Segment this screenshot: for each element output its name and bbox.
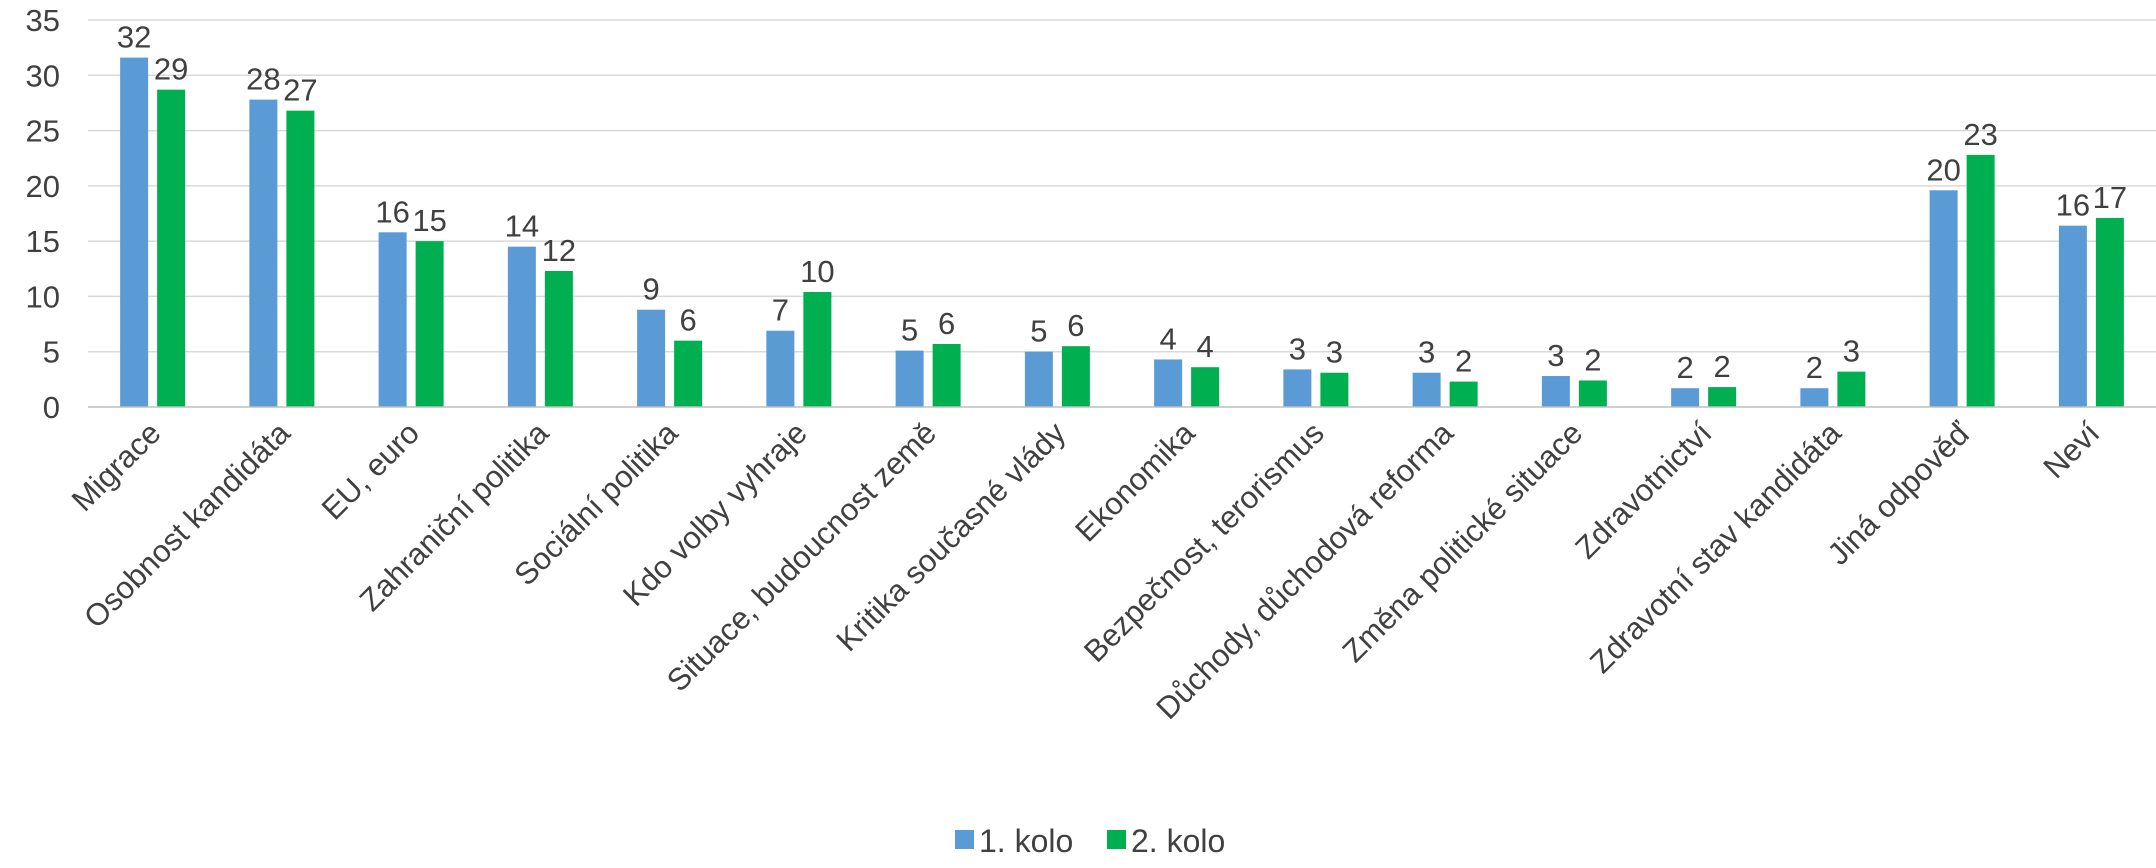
data-label: 2 (1455, 344, 1472, 379)
data-label: 32 (117, 20, 151, 55)
data-label: 9 (643, 272, 660, 307)
bar (1671, 388, 1700, 407)
bar (895, 350, 924, 407)
category-label: Kritika současné vlády (829, 415, 1072, 658)
category-label: Změna politické situace (1336, 415, 1590, 669)
data-label: 3 (1326, 335, 1343, 370)
y-tick-label: 30 (26, 58, 60, 93)
data-label: 27 (283, 73, 317, 108)
bar (2095, 217, 2124, 407)
bar (1837, 371, 1866, 407)
bar (803, 292, 832, 407)
bar (637, 309, 666, 407)
data-label: 29 (154, 52, 188, 87)
y-tick-label: 15 (26, 224, 60, 259)
bar (249, 99, 278, 408)
bar (1191, 367, 1220, 407)
bar (1154, 359, 1183, 407)
bar (378, 232, 407, 407)
data-label: 5 (1030, 314, 1047, 349)
data-label: 20 (1926, 152, 1960, 187)
bar (1578, 380, 1607, 407)
data-label: 2 (1677, 350, 1694, 385)
bar (415, 241, 444, 407)
category-label: Situace, budoucnost země (660, 415, 943, 698)
data-label: 6 (680, 303, 697, 338)
y-tick-label: 0 (43, 390, 60, 425)
y-tick-label: 35 (26, 3, 60, 38)
y-axis-ticks: 0 5 10 15 20 25 30 35 (26, 3, 60, 425)
data-label: 4 (1197, 329, 1214, 364)
data-label: 23 (1963, 117, 1997, 152)
bar (1541, 376, 1570, 407)
category-label: Neví (2036, 415, 2106, 485)
bar (1061, 346, 1090, 407)
bar (157, 89, 186, 407)
data-label: 4 (1160, 321, 1177, 356)
bar (1708, 387, 1737, 407)
data-label: 6 (1067, 308, 1084, 343)
y-tick-label: 10 (26, 279, 60, 314)
category-label: EU, euro (315, 415, 426, 526)
legend: 1. kolo 2. kolo (955, 823, 1225, 859)
data-label: 3 (1547, 338, 1564, 373)
bar (1449, 381, 1478, 407)
bar (286, 110, 315, 407)
data-label: 28 (246, 62, 280, 97)
data-label: 6 (938, 306, 955, 341)
bar (1283, 369, 1312, 407)
y-tick-label: 5 (43, 335, 60, 370)
category-label: Zdravotní stav kandidáta (1583, 415, 1848, 680)
bar (1800, 388, 1829, 407)
bar (1929, 190, 1958, 407)
bar (932, 343, 961, 407)
data-label: 14 (505, 209, 539, 244)
data-label: 2 (1584, 342, 1601, 377)
category-label: Migrace (65, 415, 168, 518)
bar (1320, 372, 1349, 407)
bar (674, 340, 703, 407)
legend-label: 1. kolo (979, 823, 1073, 859)
y-tick-label: 20 (26, 169, 60, 204)
data-label: 3 (1289, 331, 1306, 366)
data-label: 15 (412, 203, 446, 238)
data-label: 7 (772, 293, 789, 328)
bar (1966, 154, 1995, 407)
legend-label: 2. kolo (1131, 823, 1225, 859)
legend-swatch (955, 830, 974, 849)
data-label: 3 (1418, 335, 1435, 370)
bar (544, 270, 573, 407)
bar (507, 246, 536, 407)
data-label: 5 (901, 313, 918, 348)
bar (766, 330, 795, 407)
data-label: 16 (2056, 188, 2090, 223)
data-label: 3 (1843, 334, 1860, 369)
data-label: 2 (1806, 350, 1823, 385)
bar (1024, 351, 1053, 407)
data-label: 17 (2093, 180, 2127, 215)
data-label: 16 (375, 194, 409, 229)
bar (120, 57, 149, 407)
data-label: 12 (542, 233, 576, 268)
category-label: Bezpečnost, terorismus (1077, 415, 1331, 669)
y-tick-label: 25 (26, 114, 60, 149)
category-label: Ekonomika (1068, 415, 1202, 549)
data-label: 2 (1714, 349, 1731, 384)
bars (120, 57, 2124, 408)
bar (1412, 372, 1441, 407)
bar (2058, 225, 2087, 407)
legend-swatch (1107, 830, 1126, 849)
data-label: 10 (800, 254, 834, 289)
